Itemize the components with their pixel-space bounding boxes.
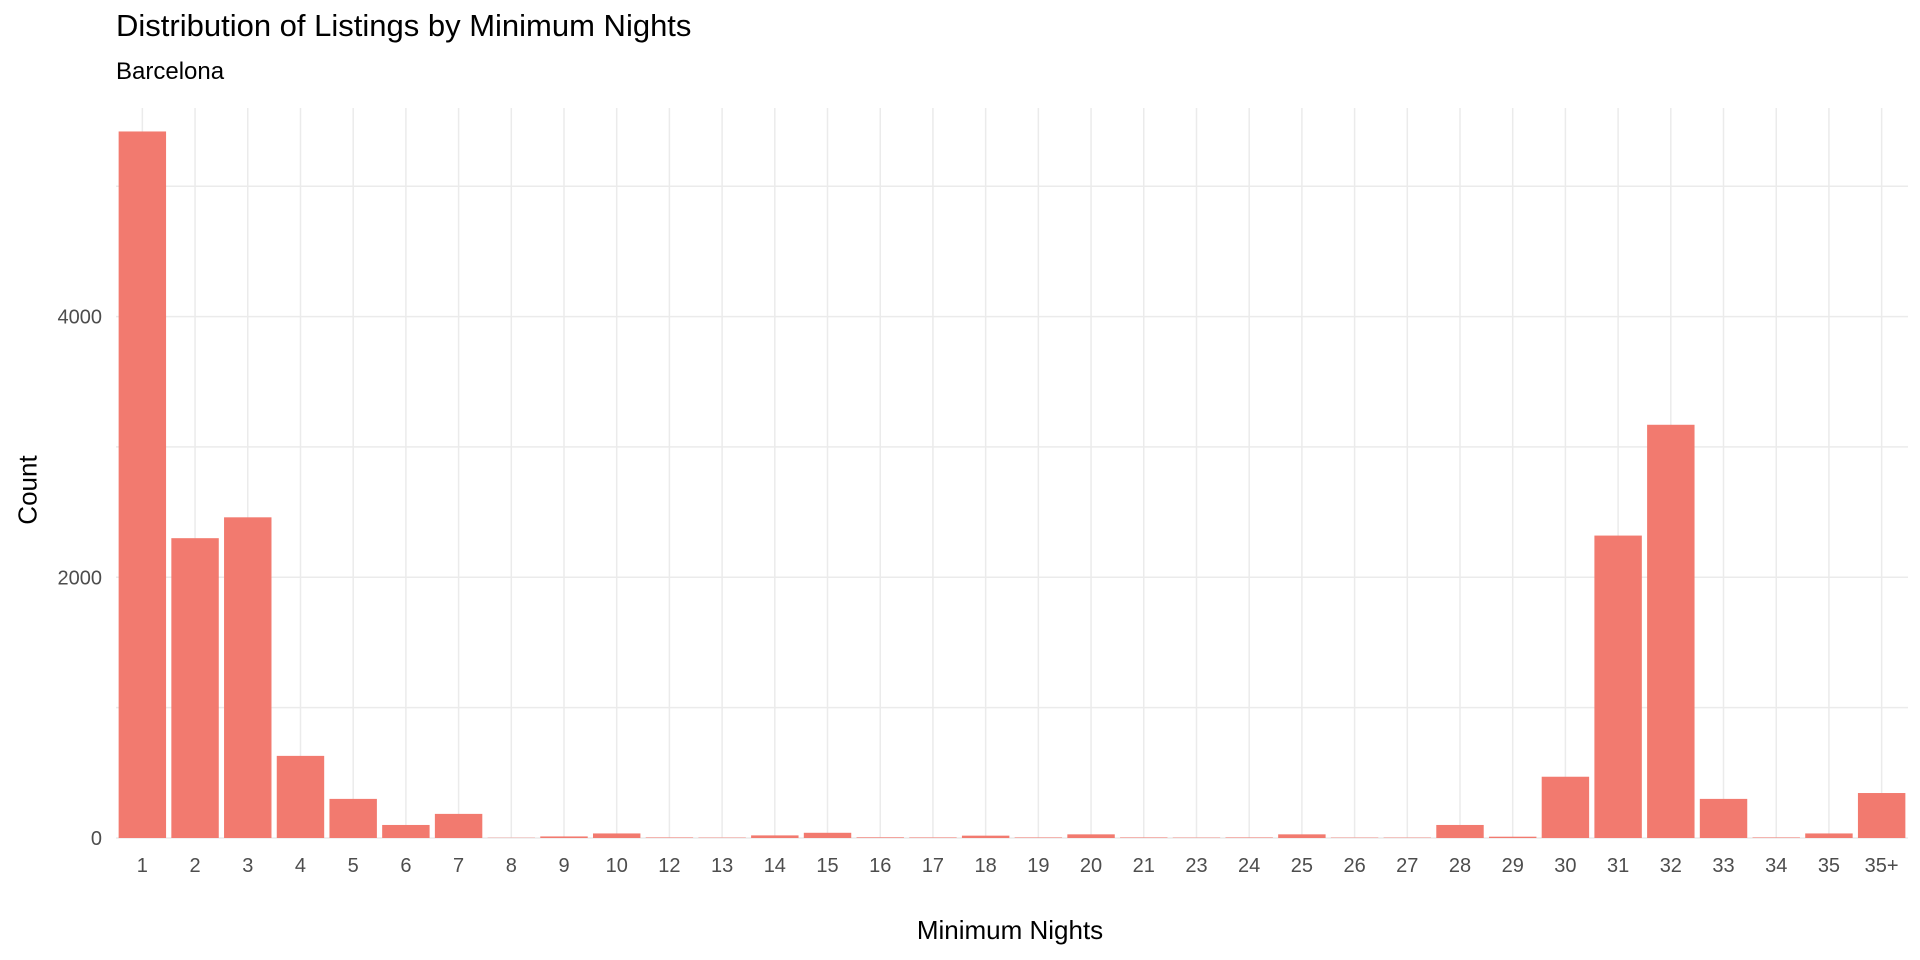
bar (1699, 798, 1748, 838)
x-tick-label: 12 (658, 855, 680, 877)
chart-subtitle: Barcelona (116, 58, 225, 85)
x-tick-label: 35+ (1865, 855, 1899, 877)
bar (540, 836, 588, 838)
x-tick-label: 8 (506, 855, 517, 877)
bar (118, 131, 167, 838)
x-tick-label: 13 (711, 855, 733, 877)
bar (1014, 837, 1063, 838)
x-axis-label: Minimum Nights (916, 915, 1104, 945)
bar (856, 837, 904, 838)
y-tick-label: 0 (91, 828, 102, 850)
x-tick-label: 2 (189, 855, 200, 877)
x-tick-label: 35 (1818, 855, 1840, 877)
bar (329, 798, 377, 838)
x-tick-label: 25 (1291, 855, 1313, 877)
bar (1067, 834, 1115, 838)
bar (1752, 837, 1800, 838)
chart-title: Distribution of Listings by Minimum Nigh… (116, 8, 692, 43)
x-tick-label: 31 (1607, 855, 1629, 877)
x-ticks: 1 2 3 4 5 6 7 8 9 10 12 13 14 15 16 17 18 19 20 21 23 24 25 26 2… (137, 855, 1899, 877)
x-tick-label: 26 (1343, 855, 1365, 877)
x-tick-label: 9 (558, 855, 569, 877)
bar (1436, 824, 1484, 838)
bar (961, 835, 1010, 838)
x-tick-label: 30 (1554, 855, 1576, 877)
bar (224, 517, 272, 838)
x-tick-label: 4 (295, 855, 306, 877)
x-tick-label: 19 (1027, 855, 1049, 877)
y-tick-label: 4000 (58, 307, 103, 329)
x-tick-label: 32 (1660, 855, 1682, 877)
bar (382, 824, 430, 838)
x-tick-label: 16 (869, 855, 891, 877)
x-tick-label: 17 (922, 855, 944, 877)
bar (1541, 776, 1590, 838)
bar (592, 833, 641, 838)
x-tick-label: 28 (1449, 855, 1471, 877)
x-tick-label: 6 (400, 855, 411, 877)
x-tick-label: 24 (1238, 855, 1260, 877)
x-tick-label: 29 (1502, 855, 1524, 877)
x-tick-label: 7 (453, 855, 464, 877)
x-tick-label: 14 (764, 855, 786, 877)
x-tick-label: 18 (975, 855, 997, 877)
x-tick-label: 21 (1133, 855, 1155, 877)
y-tick-label: 2000 (58, 567, 103, 589)
bar (171, 538, 219, 838)
bar (1857, 793, 1906, 838)
bar (276, 755, 325, 838)
x-tick-label: 15 (816, 855, 838, 877)
bar (1594, 535, 1642, 838)
x-tick-label: 1 (137, 855, 148, 877)
x-tick-label: 20 (1080, 855, 1102, 877)
x-tick-label: 3 (242, 855, 253, 877)
bar (1120, 837, 1168, 838)
bar (909, 837, 957, 838)
x-tick-label: 10 (606, 855, 628, 877)
bar (434, 813, 483, 838)
x-tick-label: 27 (1396, 855, 1418, 877)
bar (1647, 424, 1695, 838)
bar (645, 837, 694, 838)
y-ticks: 0 2000 4000 (58, 307, 103, 850)
grid-lines (116, 108, 1908, 839)
x-tick-label: 33 (1712, 855, 1734, 877)
bar (1805, 833, 1853, 838)
bar (803, 832, 852, 838)
x-tick-label: 34 (1765, 855, 1787, 877)
bar (751, 835, 799, 838)
bar (1278, 834, 1326, 838)
x-tick-label: 5 (348, 855, 359, 877)
bars (118, 131, 1906, 838)
bar (1225, 837, 1273, 838)
x-tick-label: 23 (1185, 855, 1207, 877)
bar (1488, 836, 1537, 838)
